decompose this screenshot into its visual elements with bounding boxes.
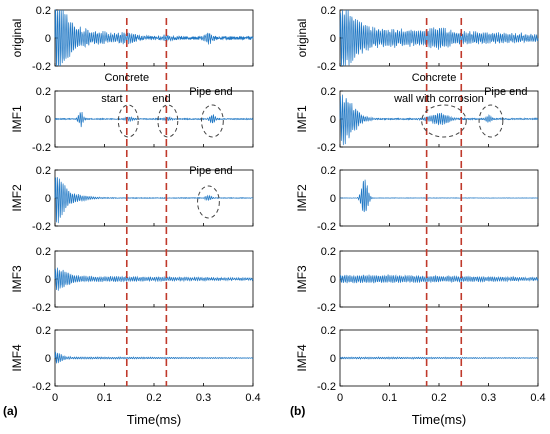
y-tick-label: 0 — [330, 274, 336, 286]
y-axis-label: IMF4 — [295, 344, 309, 372]
subplot-imf1: 0.2 0 -0.2 IMF1 — [295, 86, 539, 154]
y-tick-label: 0.2 — [321, 246, 336, 258]
annotation-label: Concrete — [412, 72, 457, 84]
annotation-circle — [197, 185, 220, 219]
annotation-label: Pipe end — [484, 86, 527, 98]
y-tick-label: -0.2 — [32, 142, 51, 154]
y-tick-label: -0.2 — [32, 61, 51, 73]
y-axis-label: original — [295, 19, 309, 58]
y-tick-label: 0 — [330, 114, 336, 126]
x-tick-label: 0.4 — [245, 392, 260, 404]
y-tick-label: -0.2 — [32, 381, 51, 393]
y-tick-label: 0 — [330, 353, 336, 365]
x-tick-label: 0.2 — [431, 392, 446, 404]
y-axis-label: original — [10, 19, 24, 58]
y-tick-label: 0 — [330, 33, 336, 45]
y-tick-label: 0.2 — [36, 325, 51, 337]
signal-trace — [339, 356, 539, 360]
x-tick-label: 0 — [337, 392, 343, 404]
annotation-label: Concrete — [104, 72, 149, 84]
annotation-circle — [201, 104, 224, 138]
chart-panel-a: 0.20-0.2original0.20-0.2IMF10.20-0.2IMF2… — [3, 5, 261, 427]
y-tick-label: 0.2 — [36, 246, 51, 258]
annotation-circle — [478, 104, 504, 138]
y-axis-label: IMF1 — [10, 105, 24, 133]
signal-trace — [54, 267, 254, 291]
y-tick-label: 0 — [45, 353, 51, 365]
subplot-imf2: 0.2 0 -0.2 IMF2 — [10, 165, 254, 233]
y-tick-label: -0.2 — [317, 142, 336, 154]
x-axis-label: Time(ms) — [412, 412, 466, 427]
x-tick-label: 0.1 — [382, 392, 397, 404]
x-tick-label: 0.2 — [146, 392, 161, 404]
signal-trace — [339, 274, 539, 284]
y-tick-label: 0.2 — [36, 86, 51, 98]
signal-trace — [339, 179, 539, 213]
subplot-imf1: 0.2 0 -0.2 IMF1 — [10, 86, 254, 154]
y-tick-label: 0.2 — [321, 325, 336, 337]
y-tick-label: 0.2 — [321, 5, 336, 17]
subplot-imf2: 0.2 0 -0.2 IMF2 — [295, 165, 539, 233]
x-tick-label: 0.1 — [97, 392, 112, 404]
y-tick-label: 0.2 — [321, 165, 336, 177]
y-axis-label: IMF2 — [10, 184, 24, 212]
annotation-label: end — [152, 93, 170, 105]
subplot-original: 0.2 0 -0.2 original — [10, 5, 254, 73]
y-tick-label: 0.2 — [36, 5, 51, 17]
signal-trace — [339, 9, 539, 67]
annotation-label: start — [101, 93, 122, 105]
y-tick-label: 0 — [45, 33, 51, 45]
x-axis-label: Time(ms) — [127, 412, 181, 427]
y-tick-label: 0.2 — [36, 165, 51, 177]
x-tick-label: 0.3 — [481, 392, 496, 404]
subplot-imf3: 0.2 0 -0.2 IMF3 — [10, 246, 254, 314]
x-tick-label: 0 — [52, 392, 58, 404]
y-tick-label: -0.2 — [317, 61, 336, 73]
y-tick-label: -0.2 — [32, 221, 51, 233]
y-tick-label: 0.2 — [321, 86, 336, 98]
y-tick-label: 0 — [45, 193, 51, 205]
signal-trace — [54, 112, 254, 128]
y-axis-label: IMF3 — [295, 265, 309, 293]
annotation-label: Pipe end — [189, 165, 232, 177]
annotation-circle — [421, 104, 467, 138]
y-tick-label: -0.2 — [32, 302, 51, 314]
panel-label: (a) — [3, 404, 18, 418]
y-tick-label: -0.2 — [317, 381, 336, 393]
subplot-imf3: 0.2 0 -0.2 IMF3 — [295, 246, 539, 314]
y-axis-label: IMF1 — [295, 105, 309, 133]
y-axis-label: IMF2 — [295, 184, 309, 212]
panel-label: (b) — [290, 404, 305, 418]
y-tick-label: -0.2 — [317, 302, 336, 314]
annotation-circle — [157, 104, 179, 138]
y-axis-label: IMF4 — [10, 344, 24, 372]
annotation-label: Pipe end — [189, 86, 232, 98]
subplot-original: 0.2 0 -0.2 original — [295, 5, 539, 73]
annotation-label: wall with corrosion — [393, 93, 484, 105]
x-tick-label: 0.4 — [530, 392, 545, 404]
y-axis-label: IMF3 — [10, 265, 24, 293]
chart-panel-b: 0.20-0.2original0.20-0.2IMF10.20-0.2IMF2… — [290, 5, 546, 427]
y-tick-label: 0 — [45, 274, 51, 286]
signal-trace — [54, 351, 254, 364]
signal-trace — [54, 177, 254, 224]
x-tick-label: 0.3 — [196, 392, 211, 404]
signal-trace — [54, 9, 254, 67]
y-tick-label: 0 — [45, 114, 51, 126]
annotation-circle — [117, 104, 139, 138]
y-tick-label: 0 — [330, 193, 336, 205]
y-tick-label: -0.2 — [317, 221, 336, 233]
signal-trace — [339, 94, 539, 146]
